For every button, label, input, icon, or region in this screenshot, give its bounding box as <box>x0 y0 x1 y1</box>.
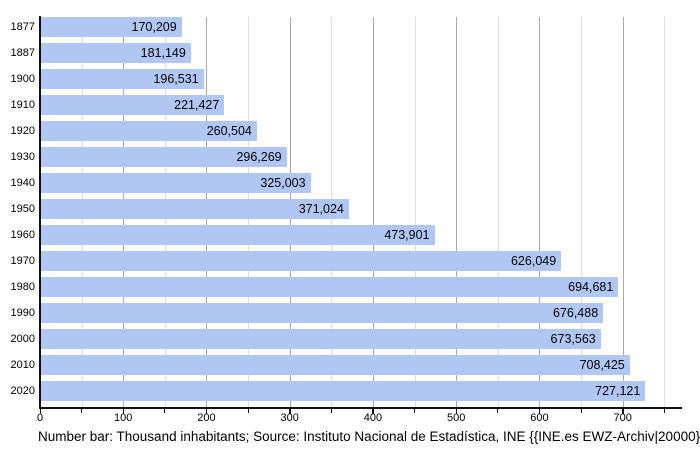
bar-row: 676,488 <box>40 303 681 323</box>
y-axis-label: 1910 <box>10 99 35 111</box>
gridline-minor <box>581 17 583 407</box>
bar-row: 296,269 <box>40 147 681 167</box>
x-tick-minor <box>414 409 416 413</box>
bar <box>40 95 225 115</box>
bar-value-label: 673,563 <box>550 332 596 346</box>
bar-value-label: 221,427 <box>174 98 220 112</box>
y-axis-label: 1930 <box>10 151 35 163</box>
bar-value-label: 676,488 <box>552 306 599 320</box>
bar <box>40 303 604 323</box>
x-tick-minor <box>497 409 499 413</box>
bar-row: 673,563 <box>40 329 681 349</box>
x-axis-line <box>39 407 682 409</box>
bar <box>40 251 562 271</box>
bar <box>40 199 349 219</box>
bar <box>40 43 191 63</box>
y-axis-label: 1920 <box>10 125 35 137</box>
x-axis-tick-label: 700 <box>613 412 632 424</box>
x-axis-tick-label: 0 <box>36 412 44 424</box>
x-tick-minor <box>330 409 332 413</box>
gridline-major <box>622 17 624 407</box>
bar <box>40 17 182 37</box>
x-tick-major <box>455 409 458 414</box>
bar-row: 325,003 <box>40 173 681 193</box>
gridline-major <box>539 17 541 407</box>
gridline-major <box>456 17 458 407</box>
y-axis-label: 2010 <box>10 359 35 371</box>
bar-row: 170,209 <box>40 17 681 37</box>
x-axis-tick-label: 500 <box>447 412 466 424</box>
gridline-major <box>372 17 374 407</box>
plot-area: 170,209 181,149 196,531 221,427 260,504 296,2… <box>40 17 681 407</box>
x-tick-major <box>39 409 41 414</box>
bar <box>40 329 601 349</box>
bar-value-label: 708,425 <box>579 358 625 372</box>
bar-value-label: 371,024 <box>298 202 344 216</box>
y-axis-label: 1900 <box>10 73 35 85</box>
gridline-minor <box>414 17 416 407</box>
bar-value-label: 170,209 <box>131 20 177 34</box>
x-axis-tick-label: 300 <box>280 412 299 424</box>
bar-row: 626,049 <box>40 251 681 271</box>
bar-value-label: 181,149 <box>140 46 186 60</box>
bar-value-label: 473,901 <box>384 228 430 242</box>
gridline-minor <box>664 17 666 407</box>
x-tick-minor <box>247 409 249 413</box>
bar <box>40 381 646 401</box>
bar-row: 708,425 <box>40 355 681 375</box>
bar-row: 694,681 <box>40 277 681 297</box>
y-axis-label: 1990 <box>10 307 35 319</box>
x-tick-minor <box>164 409 166 413</box>
x-tick-major <box>372 409 374 414</box>
x-axis-tick-label: 200 <box>197 412 216 424</box>
bar <box>40 173 311 193</box>
x-tick-minor <box>580 409 582 413</box>
y-axis-line <box>39 16 41 408</box>
y-axis-label: 2000 <box>10 333 35 345</box>
bar <box>40 69 204 89</box>
bar-row: 371,024 <box>40 199 681 219</box>
y-axis-label: 1887 <box>10 47 35 59</box>
bar <box>40 277 619 297</box>
bar-row: 221,427 <box>40 95 681 115</box>
bar <box>40 121 257 141</box>
bar-value-label: 727,121 <box>595 384 641 398</box>
bar-value-label: 260,504 <box>206 124 252 138</box>
bar-value-label: 626,049 <box>510 254 557 268</box>
bar-row: 727,121 <box>40 381 681 401</box>
x-axis-tick-label: 100 <box>114 412 133 424</box>
y-axis-label: 1950 <box>10 203 35 215</box>
y-axis-label: 1970 <box>10 255 35 267</box>
x-tick-major <box>205 409 208 414</box>
x-tick-major <box>538 409 541 414</box>
bar-row: 473,901 <box>40 225 681 245</box>
bar <box>40 355 630 375</box>
bar-row: 196,531 <box>40 69 681 89</box>
bar-value-label: 196,531 <box>153 72 199 86</box>
y-axis-label: 1980 <box>10 281 35 293</box>
x-tick-minor <box>663 409 665 413</box>
y-axis-label: 1940 <box>10 177 35 189</box>
bar-row: 181,149 <box>40 43 681 63</box>
bar <box>40 147 287 167</box>
x-tick-major <box>122 409 125 414</box>
chart-caption: Number bar: Thousand inhabitants; Source… <box>38 429 700 444</box>
x-axis-tick-label: 600 <box>530 412 549 424</box>
bar <box>40 225 435 245</box>
x-axis-tick-label: 400 <box>363 412 383 424</box>
y-axis-label: 1877 <box>10 21 35 33</box>
bar-value-label: 325,003 <box>260 176 306 190</box>
bar-value-label: 694,681 <box>568 280 614 294</box>
bar-row: 260,504 <box>40 121 681 141</box>
x-tick-major <box>622 409 624 414</box>
x-tick-minor <box>81 409 83 413</box>
x-tick-major <box>289 409 291 414</box>
y-axis-label: 2020 <box>10 385 35 397</box>
y-axis-label: 1960 <box>10 229 35 241</box>
bar-value-label: 296,269 <box>236 150 282 164</box>
gridline-minor <box>497 17 499 407</box>
